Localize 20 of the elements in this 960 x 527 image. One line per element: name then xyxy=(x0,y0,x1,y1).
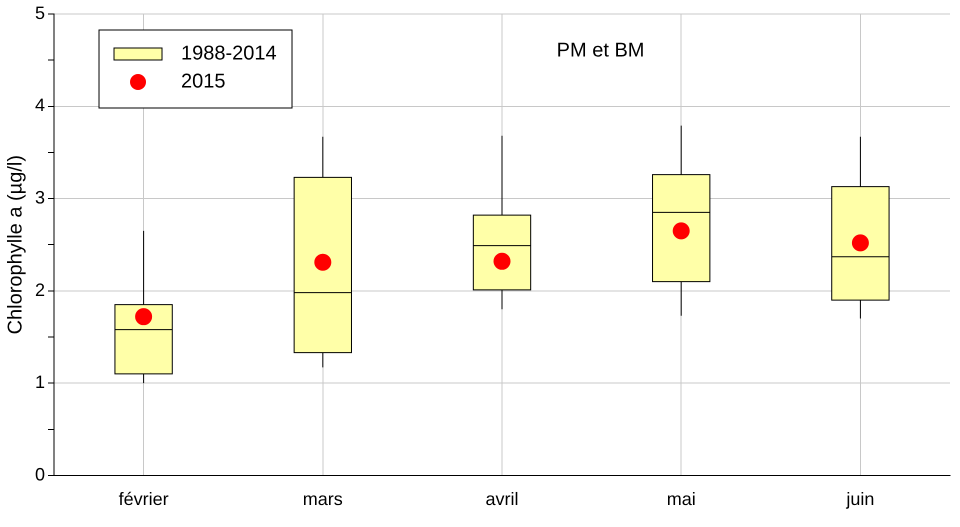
legend-label: 2015 xyxy=(181,70,226,93)
annotation: PM et BM xyxy=(556,40,644,62)
y-tick-label: 5 xyxy=(34,2,46,23)
point xyxy=(494,252,511,270)
x-tick-label: mai xyxy=(666,489,696,510)
y-axis-title: Chlorophylle a (µg/l) xyxy=(4,155,27,334)
point xyxy=(314,254,332,271)
y-tick-label: 1 xyxy=(34,372,46,392)
x-tick-label: juin xyxy=(845,489,874,510)
y-tick-label: 3 xyxy=(34,188,46,208)
y-tick-label: 4 xyxy=(34,95,46,116)
x-tick-label: février xyxy=(118,489,169,510)
x-tick-label: mars xyxy=(302,489,343,510)
y-tick-label: 2 xyxy=(34,280,46,300)
legend-label: 1988-2014 xyxy=(181,42,277,65)
y-tick-label: 0 xyxy=(34,464,46,484)
x-tick-label: avril xyxy=(486,489,519,510)
point xyxy=(672,222,690,240)
point xyxy=(135,308,152,326)
point xyxy=(852,234,869,252)
